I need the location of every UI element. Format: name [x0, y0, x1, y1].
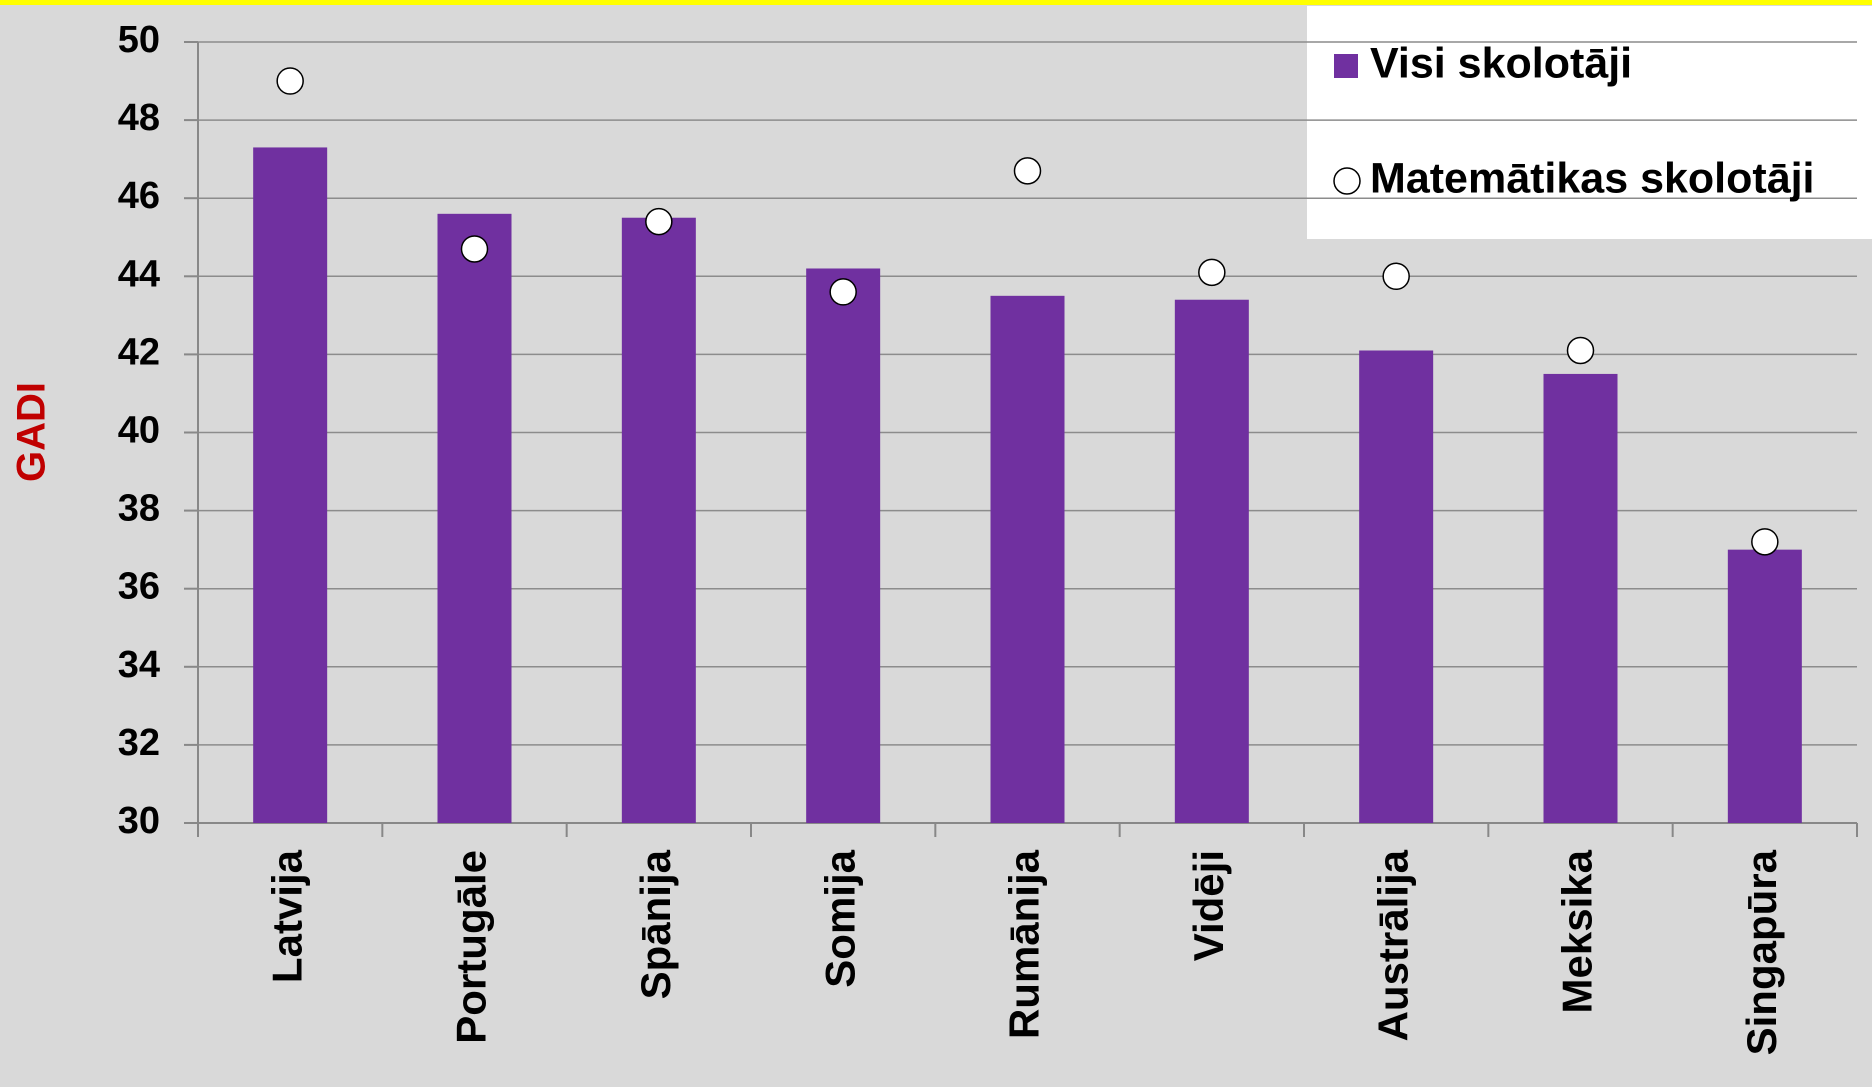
x-tick-label: Spānija [632, 849, 679, 999]
bar [621, 217, 696, 824]
y-tick-label: 46 [118, 175, 160, 217]
legend-label: Matemātikas skolotāji [1370, 154, 1815, 202]
marker [460, 235, 489, 263]
top-stripe [0, 0, 1872, 5]
y-tick-label: 50 [118, 19, 160, 61]
marker [1382, 262, 1410, 291]
y-tick-label: 36 [118, 566, 160, 608]
bar [1359, 350, 1434, 823]
marker [1566, 336, 1595, 365]
bar [1727, 549, 1802, 823]
bar [253, 147, 328, 823]
bar [806, 268, 881, 823]
y-tick-label: 34 [118, 644, 160, 686]
x-tick-label: Singapūra [1738, 849, 1785, 1055]
x-tick-label: Somija [816, 849, 863, 987]
legend-swatch [1334, 54, 1358, 78]
legend-box [1307, 6, 1872, 239]
legend-label: Visi skolotāji [1370, 39, 1632, 87]
x-tick-label: Austrālija [1369, 849, 1416, 1041]
bar [437, 213, 512, 823]
y-tick-label: 30 [118, 800, 160, 842]
y-tick-label: 48 [118, 97, 160, 139]
marker [1751, 528, 1779, 556]
x-tick-label: Rumānija [1001, 849, 1048, 1039]
y-tick-label: 32 [118, 722, 160, 764]
x-tick-label: Meksika [1554, 849, 1601, 1013]
marker [1198, 258, 1226, 287]
y-tick-label: 44 [118, 253, 160, 295]
y-tick-label: 40 [118, 410, 160, 452]
x-tick-label: Portugāle [448, 850, 495, 1044]
y-tick-label: 38 [118, 488, 160, 530]
marker [829, 278, 857, 306]
bar [1543, 373, 1618, 823]
marker [645, 207, 673, 236]
bar [990, 295, 1065, 823]
bar [1174, 299, 1249, 824]
x-tick-label: Latvija [263, 849, 310, 983]
y-tick-label: 42 [118, 331, 160, 373]
marker [1013, 157, 1042, 185]
x-tick-label: Vidēji [1185, 850, 1232, 961]
legend-swatch [1333, 167, 1361, 195]
y-axis-label: GADI [10, 382, 54, 482]
marker [276, 67, 304, 95]
